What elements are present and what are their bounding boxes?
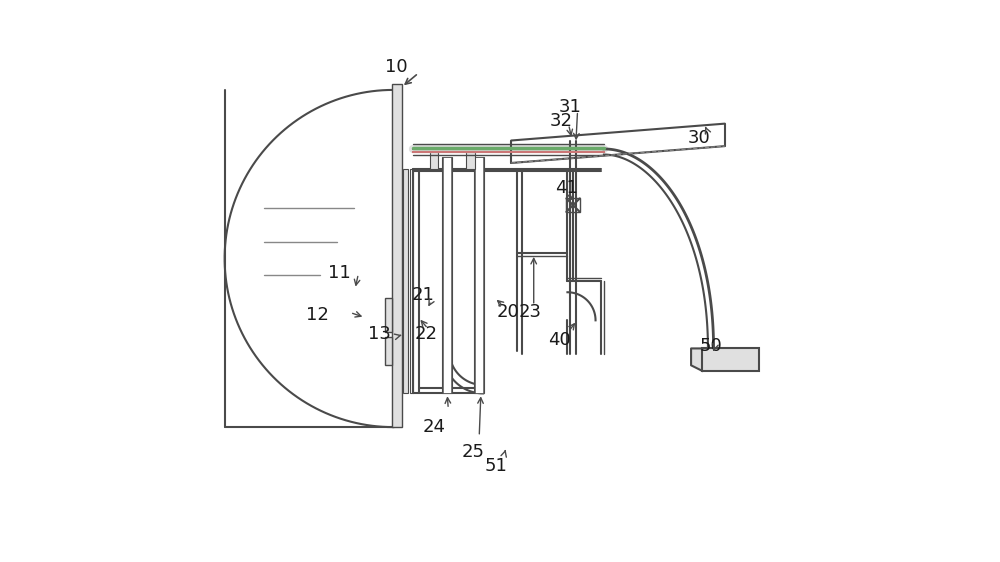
Bar — [410, 169, 413, 393]
Bar — [430, 149, 438, 169]
Text: 31: 31 — [559, 98, 582, 116]
Text: 41: 41 — [555, 179, 578, 197]
Text: 23: 23 — [518, 303, 541, 321]
Text: 32: 32 — [549, 112, 572, 130]
Text: 13: 13 — [368, 325, 391, 343]
Text: 25: 25 — [462, 443, 485, 461]
Bar — [466, 149, 475, 169]
Text: 50: 50 — [699, 337, 722, 355]
Text: 24: 24 — [423, 418, 446, 436]
Bar — [403, 169, 408, 393]
Text: 51: 51 — [484, 457, 507, 475]
Text: 20: 20 — [497, 303, 520, 321]
Text: 12: 12 — [306, 306, 329, 324]
Bar — [474, 157, 484, 393]
Text: 40: 40 — [548, 331, 570, 349]
Text: 11: 11 — [328, 264, 351, 282]
Text: 21: 21 — [412, 286, 434, 304]
Bar — [702, 348, 759, 371]
Bar — [392, 84, 402, 427]
Bar — [385, 298, 392, 332]
Bar — [475, 157, 483, 393]
Bar — [442, 157, 452, 393]
Text: 10: 10 — [385, 58, 408, 76]
Text: 22: 22 — [414, 325, 437, 343]
Polygon shape — [691, 348, 702, 371]
Text: 30: 30 — [688, 129, 711, 147]
Bar — [566, 198, 580, 212]
Bar — [385, 337, 392, 365]
Bar — [443, 157, 451, 393]
